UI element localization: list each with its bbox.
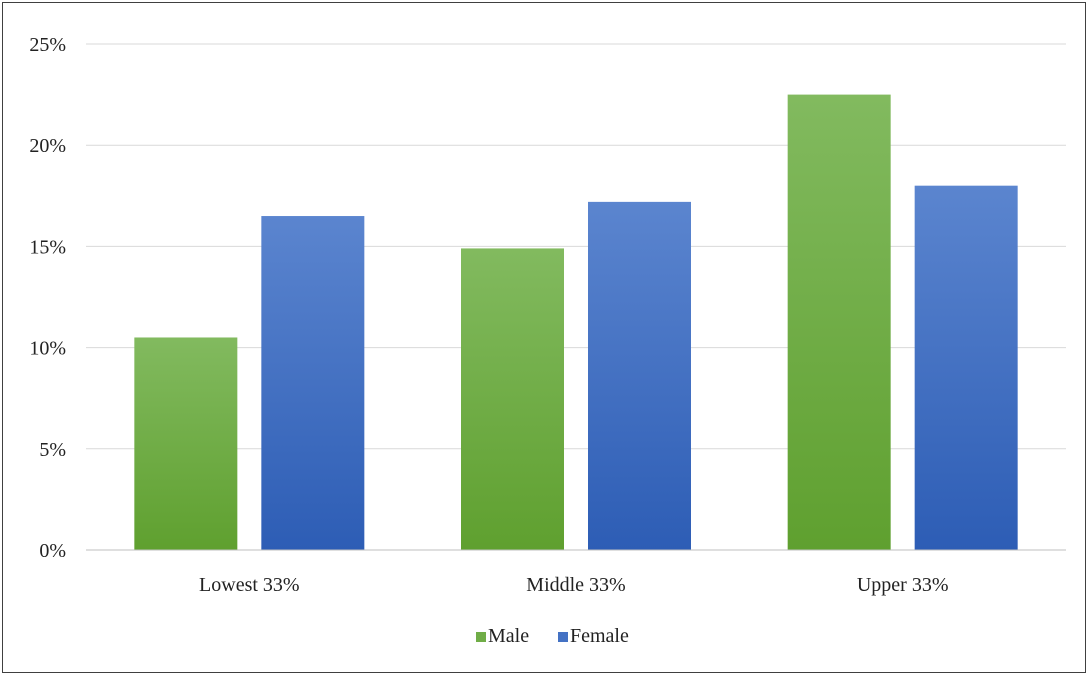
- x-axis: Lowest 33% Middle 33% Upper 33%: [86, 549, 1066, 596]
- bar-male-1: [134, 337, 238, 550]
- y-tick-label: 0%: [39, 540, 66, 562]
- bar-male-2: [461, 248, 564, 550]
- legend-swatch-male: [476, 632, 486, 642]
- y-tick-label: 5%: [39, 439, 66, 461]
- x-tick-label: Upper 33%: [857, 574, 949, 596]
- legend-label-male: Male: [488, 625, 529, 647]
- bar-female-3: [914, 185, 1018, 550]
- x-tick-label: Middle 33%: [526, 574, 625, 596]
- y-tick-label: 10%: [29, 338, 66, 360]
- bar-male-3: [787, 94, 891, 550]
- bar-female-2: [588, 201, 691, 550]
- bars: [134, 94, 1018, 551]
- y-tick-label: 20%: [29, 135, 66, 157]
- y-tick-label: 25%: [29, 34, 66, 56]
- legend-swatch-female: [558, 632, 568, 642]
- gridlines: [86, 43, 1066, 450]
- legend: Male Female: [476, 625, 629, 647]
- y-tick-label: 15%: [29, 236, 66, 258]
- x-tick-label: Lowest 33%: [199, 574, 300, 596]
- y-axis: 0% 5% 10% 15% 20% 25%: [29, 34, 66, 562]
- bar-female-1: [261, 216, 365, 551]
- legend-label-female: Female: [570, 625, 629, 647]
